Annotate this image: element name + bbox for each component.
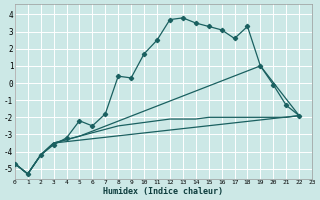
X-axis label: Humidex (Indice chaleur): Humidex (Indice chaleur) xyxy=(103,187,223,196)
